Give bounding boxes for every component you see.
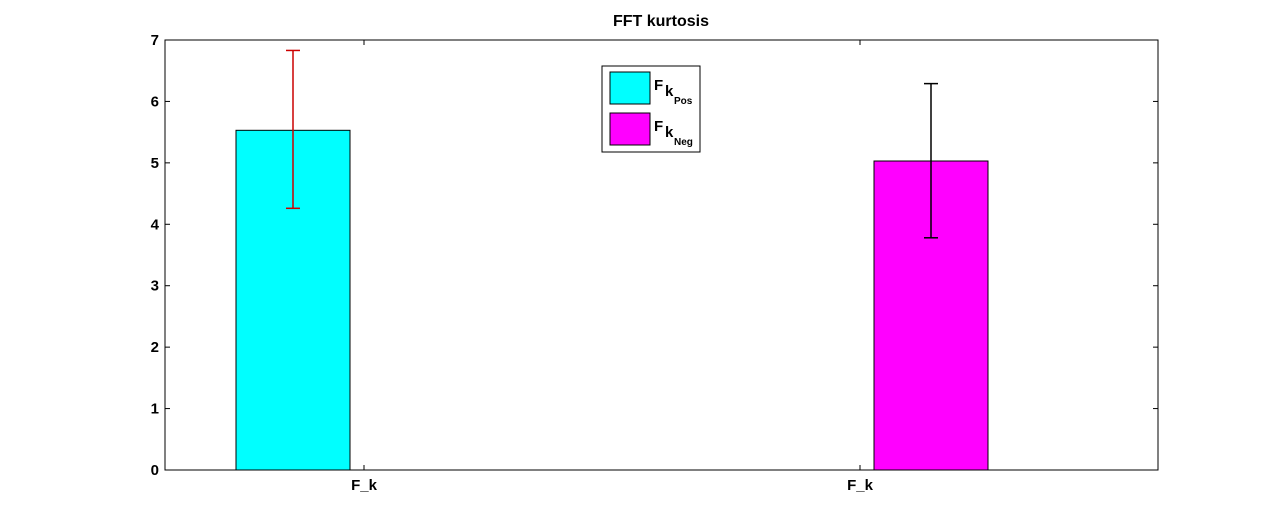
error-bars [286, 49, 938, 239]
x-tick-label-0: F_k [351, 477, 378, 494]
legend-swatch-neg [609, 112, 651, 146]
legend-swatch-pos [609, 71, 651, 105]
y-tick-label-7: 7 [151, 32, 159, 49]
bars [235, 129, 989, 471]
y-tick-label-6: 6 [151, 93, 159, 110]
y-tick-label-1: 1 [151, 401, 159, 418]
legend-label-subsub-neg: Neg [674, 137, 693, 148]
legend-label-pos: F [654, 77, 663, 94]
y-tick-label-5: 5 [151, 155, 159, 172]
x-tick-label-1: F_k [847, 477, 874, 494]
y-tick-label-4: 4 [151, 216, 160, 233]
x-axis: F_k F_k [351, 40, 874, 494]
error-bar-pos [286, 49, 300, 210]
chart-title: FFT kurtosis [613, 13, 709, 30]
bar-neg [873, 160, 989, 471]
error-bar-neg [924, 82, 938, 239]
legend-label-sub-pos: k [665, 83, 674, 100]
legend-label-subsub-pos: Pos [674, 96, 693, 107]
legend-label-sub-neg: k [665, 124, 674, 141]
y-axis: 0 1 2 3 4 5 6 7 [151, 32, 1158, 479]
y-tick-label-2: 2 [151, 339, 159, 356]
y-tick-label-3: 3 [151, 278, 159, 295]
y-tick-label-0: 0 [151, 462, 159, 479]
legend-label-neg: F [654, 118, 663, 135]
